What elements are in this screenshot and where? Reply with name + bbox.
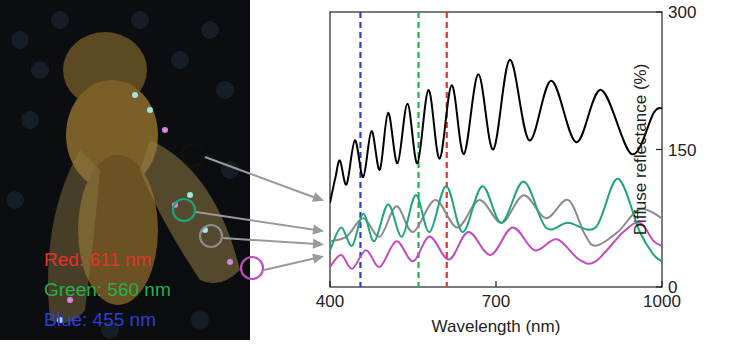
channel-label: Blue: 455 nm [44,309,156,330]
iridescent-spot [187,192,193,198]
spectrum-line [330,195,662,245]
iridescent-spot [162,127,168,133]
background-spot [201,21,219,39]
photo-panel [0,0,250,340]
background-spot [171,51,189,69]
arrow-head [312,254,324,264]
y-tick [656,11,662,12]
series-group [330,60,662,269]
arrow-line [205,157,316,198]
background-spot [131,11,149,29]
x-axis-title: Wavelength (nm) [432,317,561,336]
iridescent-spot [147,107,153,113]
plot-frame [330,12,662,287]
y-axis-title: Diffuse reflectance (%) [631,64,650,236]
photo-background [0,0,250,340]
arrow-line [196,212,316,230]
y-tick [656,286,662,287]
channel-label: Red: 611 nm [44,249,151,270]
arrow-head [312,192,324,201]
y-tick-label: 300 [668,3,696,22]
arrow-line [264,258,316,270]
sample-circle [241,257,263,279]
reference-line [359,12,361,287]
y-tick-label: 150 [668,141,696,160]
channel-label: Green: 560 nm [44,279,171,300]
reference-line [446,12,448,287]
x-tick [661,281,662,287]
sample-circle [200,225,222,247]
iridescent-spot [227,259,233,265]
figure: Red: 611 nm Green: 560 nm Blue: 455 nm 400 7… [0,0,738,345]
y-tick [656,149,662,150]
background-spot [11,31,29,49]
x-tick [495,281,496,287]
arrow-head [313,239,324,249]
sample-circle [173,199,195,221]
iridescent-spot [132,92,138,98]
background-spot [31,61,49,79]
spectrum-line [330,179,662,262]
spectrum-line [330,60,662,203]
bee-wing [140,140,240,283]
y-tick-label: 0 [668,278,677,297]
arrow-head [312,225,324,235]
background-spot [51,11,69,29]
arrow-line [223,238,316,244]
background-spot [21,111,39,129]
x-tick-label: 400 [316,292,344,311]
x-tick [329,281,330,287]
background-spot [216,81,234,99]
reference-lines [360,12,446,287]
x-tick-label: 700 [482,292,510,311]
background-spot [6,191,24,209]
sample-circle [182,144,204,166]
background-spot [191,311,209,329]
